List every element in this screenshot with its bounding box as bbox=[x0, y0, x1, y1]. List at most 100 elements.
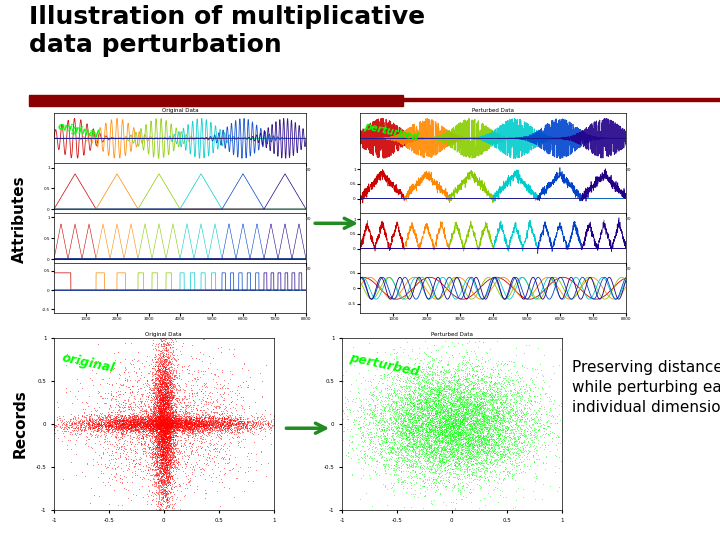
Point bbox=[407, 404, 418, 413]
Point bbox=[479, 439, 490, 448]
Point bbox=[513, 421, 524, 429]
Point bbox=[490, 408, 501, 416]
Point bbox=[214, 420, 225, 429]
Point bbox=[381, 455, 392, 464]
Point bbox=[153, 428, 164, 437]
Point bbox=[150, 429, 162, 437]
Point bbox=[153, 415, 165, 423]
Point bbox=[480, 379, 491, 387]
Point bbox=[150, 456, 162, 465]
Point bbox=[156, 408, 167, 417]
Point bbox=[444, 443, 456, 451]
Point bbox=[163, 423, 175, 432]
Point bbox=[457, 436, 469, 445]
Point bbox=[165, 421, 176, 430]
Point bbox=[393, 410, 405, 419]
Point bbox=[418, 423, 430, 432]
Point bbox=[402, 438, 413, 447]
Point bbox=[559, 373, 571, 381]
Point bbox=[140, 417, 152, 426]
Point bbox=[377, 416, 388, 425]
Point bbox=[163, 433, 174, 441]
Point bbox=[142, 423, 153, 432]
Point bbox=[222, 425, 234, 434]
Point bbox=[162, 465, 174, 474]
Point bbox=[174, 414, 186, 423]
Point bbox=[140, 429, 152, 438]
Point bbox=[143, 426, 154, 434]
Point bbox=[208, 417, 220, 426]
Point bbox=[129, 418, 140, 427]
Point bbox=[102, 419, 114, 428]
Point bbox=[161, 441, 172, 449]
Point bbox=[482, 434, 493, 443]
Point bbox=[454, 416, 466, 424]
Point bbox=[476, 392, 487, 400]
Point bbox=[459, 411, 471, 420]
Point bbox=[156, 388, 167, 397]
Point bbox=[436, 431, 448, 440]
Point bbox=[192, 416, 204, 424]
Point bbox=[415, 426, 426, 435]
Point bbox=[156, 443, 167, 451]
Point bbox=[402, 439, 413, 448]
Point bbox=[513, 398, 524, 407]
Point bbox=[450, 441, 462, 449]
Point bbox=[462, 394, 474, 402]
Point bbox=[163, 376, 175, 384]
Point bbox=[390, 464, 401, 473]
Point bbox=[163, 392, 174, 400]
Point bbox=[145, 421, 156, 430]
Point bbox=[179, 459, 191, 468]
Point bbox=[410, 419, 421, 428]
Point bbox=[452, 362, 464, 370]
Point bbox=[134, 419, 145, 428]
Point bbox=[157, 444, 168, 453]
Point bbox=[435, 404, 446, 413]
Point bbox=[99, 460, 111, 469]
Point bbox=[122, 421, 134, 430]
Point bbox=[103, 461, 114, 470]
Point bbox=[202, 421, 213, 429]
Point bbox=[408, 365, 420, 374]
Point bbox=[114, 419, 126, 428]
Point bbox=[441, 444, 453, 453]
Point bbox=[418, 416, 430, 425]
Point bbox=[128, 411, 140, 420]
Point bbox=[501, 417, 513, 426]
Point bbox=[104, 415, 116, 423]
Point bbox=[222, 412, 233, 421]
Point bbox=[452, 404, 464, 413]
Point bbox=[443, 410, 454, 419]
Point bbox=[412, 399, 423, 408]
Point bbox=[520, 410, 531, 419]
Point bbox=[163, 428, 174, 436]
Point bbox=[122, 421, 133, 430]
Point bbox=[161, 356, 172, 365]
Point bbox=[468, 416, 480, 425]
Point bbox=[161, 384, 173, 393]
Point bbox=[367, 395, 379, 404]
Point bbox=[411, 414, 423, 422]
Point bbox=[76, 417, 88, 426]
Point bbox=[162, 481, 174, 490]
Point bbox=[158, 394, 169, 402]
Point bbox=[395, 417, 406, 426]
Point bbox=[211, 421, 222, 429]
Point bbox=[204, 419, 216, 428]
Point bbox=[107, 406, 119, 414]
Point bbox=[452, 431, 464, 440]
Point bbox=[162, 453, 174, 462]
Point bbox=[431, 430, 443, 438]
Point bbox=[463, 431, 474, 440]
Point bbox=[393, 427, 405, 435]
Point bbox=[477, 424, 488, 433]
Point bbox=[153, 518, 164, 526]
Point bbox=[156, 422, 167, 431]
Point bbox=[431, 429, 443, 437]
Point bbox=[152, 356, 163, 364]
Point bbox=[149, 425, 161, 434]
Point bbox=[160, 370, 171, 379]
Point bbox=[153, 507, 165, 515]
Point bbox=[425, 387, 436, 395]
